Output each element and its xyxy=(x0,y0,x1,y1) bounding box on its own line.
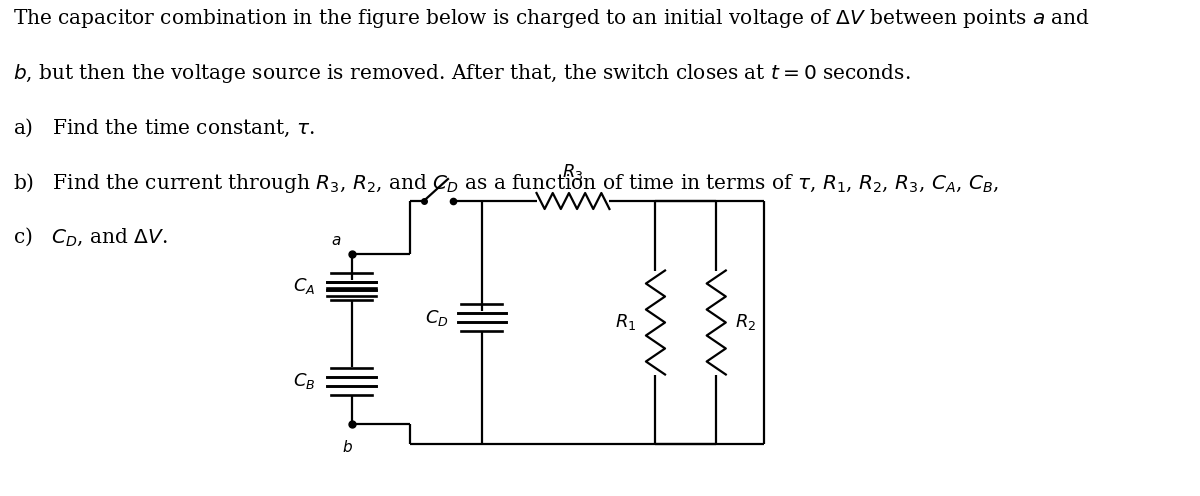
Text: $R_2$: $R_2$ xyxy=(736,312,756,332)
Text: $b$: $b$ xyxy=(342,439,353,455)
Text: $C_D$: $C_D$ xyxy=(425,308,449,327)
Text: $C_B$: $C_B$ xyxy=(293,371,316,391)
Text: $R_3$: $R_3$ xyxy=(563,162,583,182)
Text: $R_1$: $R_1$ xyxy=(614,312,636,332)
Text: b)   Find the current through $R_3$, $R_2$, and $C_D$ as a function of time in t: b) Find the current through $R_3$, $R_2$… xyxy=(12,171,998,195)
Text: The capacitor combination in the figure below is charged to an initial voltage o: The capacitor combination in the figure … xyxy=(12,7,1090,30)
Text: c)   $C_D$, and $\Delta V$.: c) $C_D$, and $\Delta V$. xyxy=(12,226,167,248)
Text: $a$: $a$ xyxy=(331,234,341,248)
Text: $C_A$: $C_A$ xyxy=(293,276,316,296)
Text: $b$, but then the voltage source is removed. After that, the switch closes at $t: $b$, but then the voltage source is remo… xyxy=(12,62,910,85)
Text: a)   Find the time constant, $\tau$.: a) Find the time constant, $\tau$. xyxy=(12,117,314,139)
